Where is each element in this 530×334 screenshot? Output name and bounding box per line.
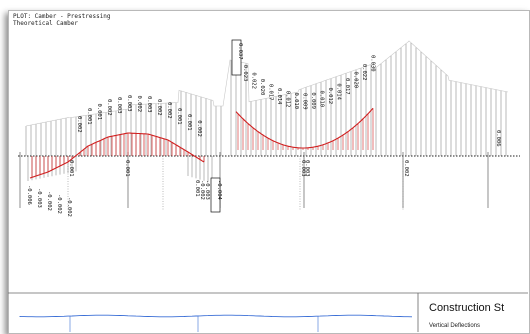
station-label: 0.020	[353, 72, 359, 89]
station-label: 0.022	[361, 64, 367, 81]
station-label: -0.002	[199, 180, 205, 200]
station-label: 0.012	[327, 88, 333, 105]
axis-value-label: 0.003	[304, 160, 310, 177]
station-label: 0.001	[186, 114, 192, 131]
station-label: 0.001	[96, 104, 102, 121]
station-label: -0.003	[36, 188, 42, 208]
title-block-subtitle: Vertical Deflections	[429, 323, 481, 329]
station-label: -0.002	[46, 191, 52, 211]
camber-curve-left	[29, 132, 205, 179]
plot-title: PLOT: Camber - Prestressing	[13, 13, 111, 20]
axis-value-label: 0.006	[495, 130, 501, 147]
station-label: 0.010	[319, 91, 325, 108]
station-label: 0.009	[302, 93, 308, 110]
station-label: 0.014	[336, 83, 342, 100]
plot-subtitle: Theoretical Camber	[13, 20, 79, 27]
station-label: -0.003	[204, 180, 210, 200]
boxed-top-frame	[231, 39, 242, 76]
axis-value-label: 0.003	[300, 160, 306, 177]
axis-value-label: 0.001	[124, 160, 130, 177]
station-label: 0.002	[196, 120, 202, 137]
station-label: 0.012	[285, 91, 291, 108]
station-label: 0.002	[156, 99, 162, 116]
station-label: -0.002	[56, 194, 62, 214]
hatch-lines	[25, 40, 509, 184]
camber-curve-right	[235, 107, 374, 149]
station-label: 0.014	[276, 88, 282, 105]
axis-value-label: 0.002	[403, 160, 409, 177]
station-label: 0.001	[86, 108, 92, 125]
station-label: 0.023	[242, 65, 248, 82]
lower-deflection-line	[19, 314, 413, 318]
station-label: 0.001	[194, 180, 200, 197]
station-label: 0.003	[116, 97, 122, 114]
station-label: 0.002	[136, 96, 142, 113]
station-label: 0.010	[293, 92, 299, 109]
baseline-axis	[18, 152, 520, 211]
station-label: 0.030	[370, 55, 376, 72]
station-label: -0.006	[26, 185, 32, 205]
boxed-label: -0.004	[216, 180, 222, 201]
station-label: 0.002	[76, 116, 82, 133]
station-label: 0.022	[251, 72, 257, 89]
boxed-label-frame	[210, 177, 221, 213]
station-label: 0.001	[176, 108, 182, 125]
station-label: 0.017	[344, 78, 350, 95]
station-label: -0.002	[66, 197, 72, 217]
station-label: 0.003	[146, 96, 152, 113]
axis-value-label: 0.001	[68, 160, 74, 177]
station-label: 0.003	[126, 95, 132, 112]
envelope-outline	[25, 40, 509, 127]
title-block-title: Construction St	[429, 302, 505, 314]
station-label: 0.017	[268, 84, 274, 101]
station-label: 0.009	[310, 92, 316, 109]
station-label: 0.020	[259, 79, 265, 96]
plot-sheet: PLOT: Camber - Prestressing Theoretical …	[8, 10, 530, 334]
station-label: 0.002	[106, 99, 112, 116]
camber-curve	[29, 107, 374, 179]
lower-panel	[8, 292, 528, 332]
station-label: 0.002	[166, 102, 172, 119]
boxed-top-label: 0.037	[237, 43, 243, 60]
